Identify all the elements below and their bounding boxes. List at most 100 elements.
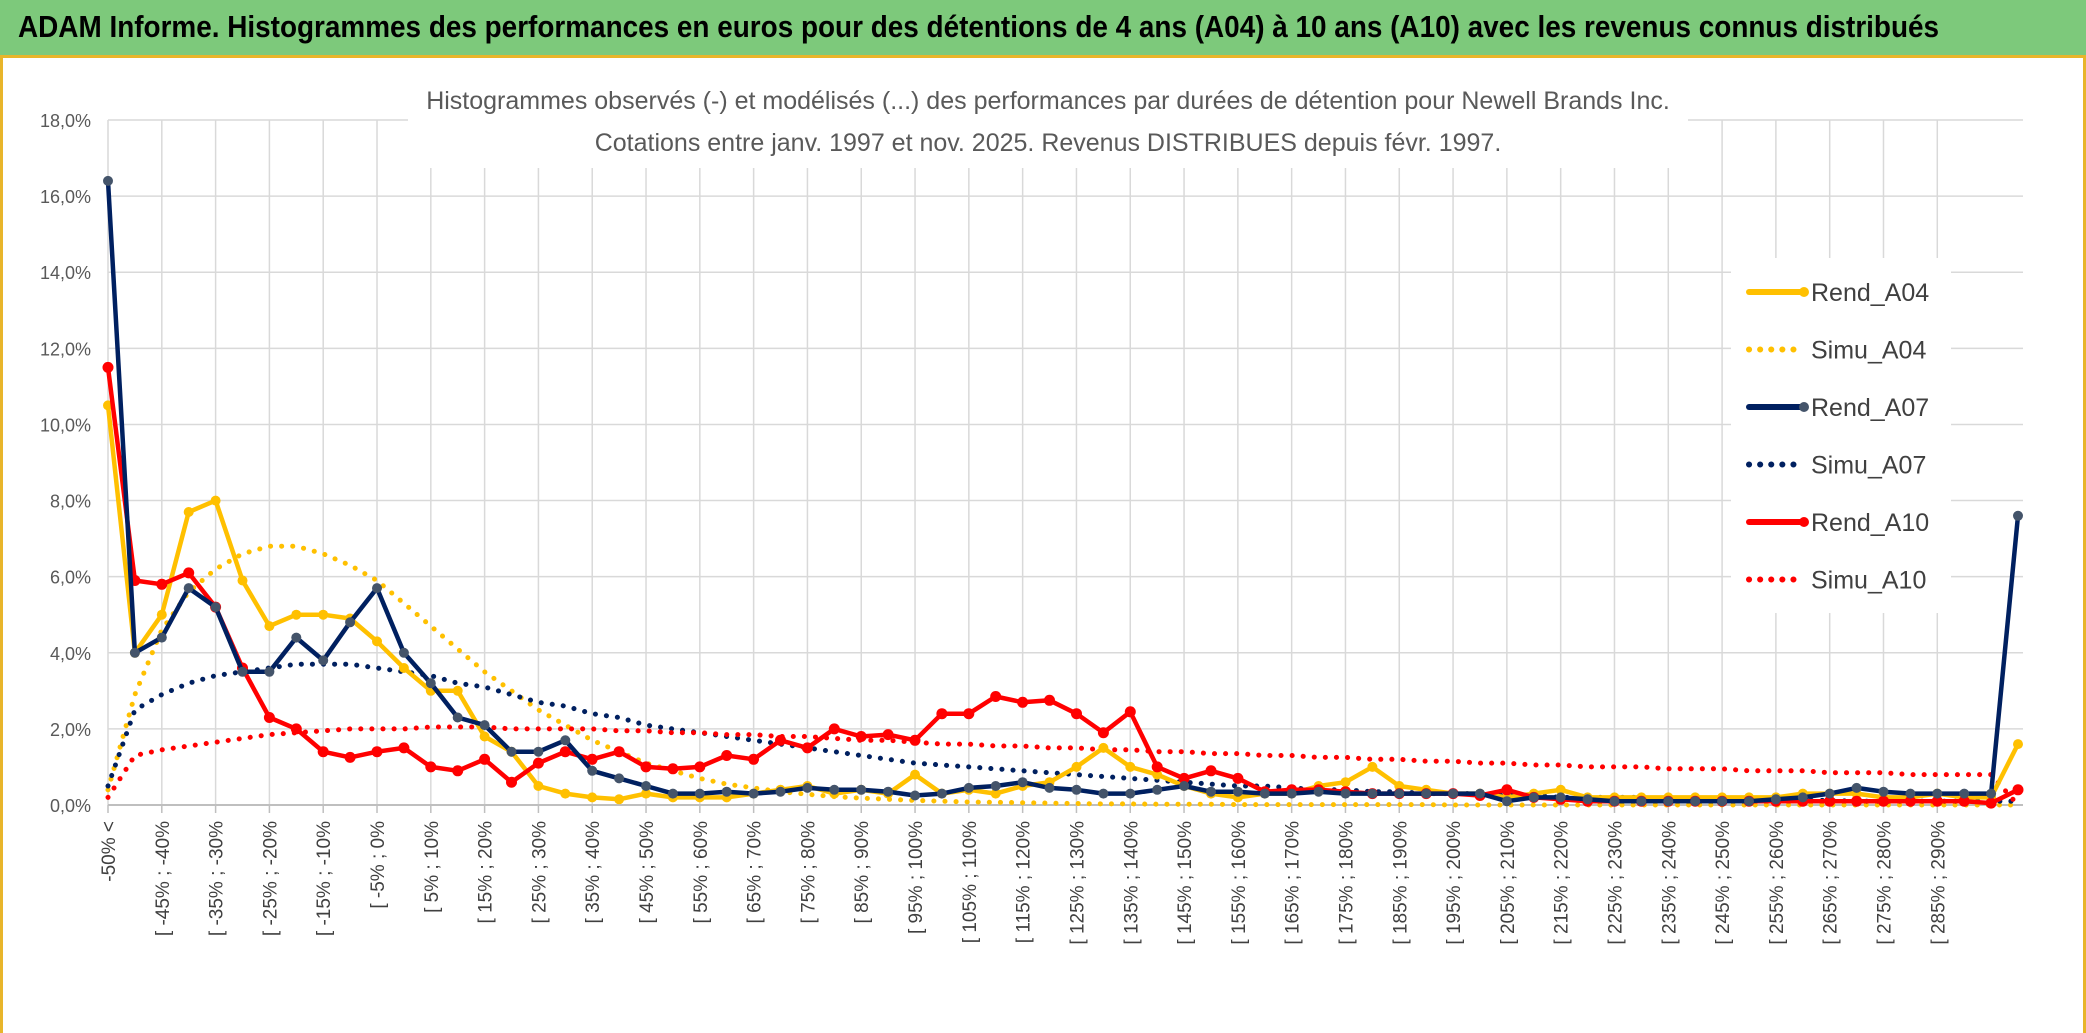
- data-point: [345, 617, 356, 628]
- x-tick-label: -50% <: [99, 821, 120, 882]
- x-tick-label: [ -5% ; 0%: [368, 821, 389, 909]
- data-point: [1528, 792, 1539, 803]
- data-point: [263, 712, 275, 723]
- chart-title: Histogrammes observés (-) et modélisés (…: [426, 87, 1670, 115]
- data-point: [479, 731, 490, 742]
- data-point: [1986, 788, 1997, 799]
- x-tick-label: [ 135% ; 140%: [1121, 821, 1142, 945]
- data-point: [1394, 788, 1405, 799]
- data-point: [829, 784, 840, 795]
- data-point: [1071, 784, 1082, 795]
- data-point: [1959, 788, 1970, 799]
- chart-title-background: [408, 60, 1688, 168]
- legend-marker: [1799, 402, 1809, 412]
- legend[interactable]: Rend_A04 Simu_A04 Rend_A07 Simu_A07 Rend_A10…: [1731, 258, 1951, 613]
- data-point: [264, 666, 275, 677]
- x-tick-label: [ 245% ; 250%: [1713, 821, 1734, 945]
- data-point: [1448, 788, 1459, 799]
- data-point: [371, 746, 383, 758]
- data-point: [210, 602, 221, 613]
- x-tick-label: [ 25% ; 30%: [529, 821, 550, 924]
- data-point: [1770, 794, 1781, 805]
- data-point: [156, 609, 167, 620]
- data-point: [1098, 742, 1109, 753]
- y-tick-label: 16,0%: [40, 187, 91, 207]
- data-point: [587, 765, 598, 776]
- y-tick-label: 10,0%: [40, 415, 91, 435]
- data-point: [1985, 797, 1997, 809]
- legend-item-Simu_A10[interactable]: Simu_A10: [1746, 567, 1926, 595]
- data-point: [1178, 772, 1190, 784]
- data-point: [1636, 796, 1647, 807]
- data-point: [1017, 777, 1028, 788]
- data-point: [318, 655, 329, 666]
- data-point: [1098, 788, 1109, 799]
- x-tick-label: [ 75% ; 80%: [798, 821, 819, 924]
- data-point: [1931, 795, 1943, 807]
- y-tick-label: 12,0%: [40, 339, 91, 359]
- data-point: [1205, 765, 1217, 777]
- data-point: [614, 773, 625, 784]
- data-point: [856, 784, 867, 795]
- data-point: [694, 761, 706, 773]
- data-point: [1206, 786, 1216, 797]
- data-point: [640, 761, 652, 773]
- histogram-chart: 0,0% 2,0% 4,0% 6,0% 8,0% 10,0% 12,0% 14,0% 16,0%…: [40, 60, 2024, 945]
- data-point: [1878, 795, 1889, 807]
- x-tick-label: [ 255% ; 260%: [1767, 821, 1788, 945]
- data-point: [775, 786, 786, 797]
- legend-item-Simu_A04[interactable]: Simu_A04: [1746, 337, 1926, 365]
- data-point: [641, 781, 651, 791]
- x-tick-label: [ 175% ; 180%: [1336, 821, 1357, 945]
- data-point: [667, 763, 679, 775]
- data-point: [452, 712, 463, 723]
- data-point: [1905, 788, 1916, 799]
- series-line-Simu_A10: [105, 724, 2021, 808]
- data-point: [1851, 795, 1863, 807]
- data-point: [1878, 786, 1889, 797]
- data-point: [2013, 510, 2023, 521]
- legend-label: Rend_A07: [1811, 394, 1929, 422]
- y-tick-label: 6,0%: [50, 568, 91, 588]
- data-point: [775, 734, 786, 746]
- x-tick-label: [ -35% ; -30%: [207, 821, 228, 936]
- legend-label: Rend_A04: [1811, 279, 1929, 307]
- data-point: [1124, 706, 1136, 718]
- legend-item-Rend_A10[interactable]: Rend_A10: [1746, 509, 1929, 537]
- x-tick-label: [ 5% ; 10%: [422, 821, 443, 913]
- data-point: [532, 757, 544, 769]
- x-tick-label: [ 85% ; 90%: [852, 821, 873, 924]
- data-point: [372, 583, 382, 594]
- data-point: [452, 685, 463, 696]
- data-point: [1125, 761, 1136, 772]
- data-point: [1824, 795, 1836, 807]
- data-point: [425, 761, 437, 773]
- data-point: [291, 632, 302, 643]
- data-point: [587, 792, 598, 803]
- x-tick-label: [ 195% ; 200%: [1444, 821, 1465, 945]
- x-tick-label: [ 35% ; 40%: [583, 821, 604, 924]
- data-point: [855, 731, 867, 742]
- data-point: [129, 647, 140, 658]
- data-point: [1904, 795, 1916, 807]
- data-point: [910, 790, 920, 801]
- legend-item-Rend_A07[interactable]: Rend_A07: [1746, 394, 1929, 422]
- data-point: [882, 729, 894, 741]
- x-tick-label: [ 265% ; 270%: [1821, 821, 1842, 945]
- legend-label: Simu_A10: [1811, 567, 1926, 595]
- data-point: [479, 753, 491, 765]
- series-Simu_A10: [105, 724, 2021, 808]
- x-tick-label: [ 15% ; 20%: [476, 821, 497, 924]
- legend-item-Rend_A04[interactable]: Rend_A04: [1746, 279, 1929, 307]
- chart-title-group: Histogrammes observés (-) et modélisés (…: [408, 60, 1688, 168]
- data-point: [452, 765, 464, 777]
- data-point: [183, 507, 194, 517]
- data-point: [290, 723, 302, 735]
- data-point: [1044, 782, 1055, 793]
- data-point: [1340, 777, 1351, 788]
- data-point: [2012, 784, 2024, 796]
- data-point: [372, 636, 382, 647]
- data-point: [802, 782, 813, 793]
- legend-item-Simu_A07[interactable]: Simu_A07: [1746, 452, 1926, 480]
- x-tick-label: [ 115% ; 120%: [1014, 821, 1035, 943]
